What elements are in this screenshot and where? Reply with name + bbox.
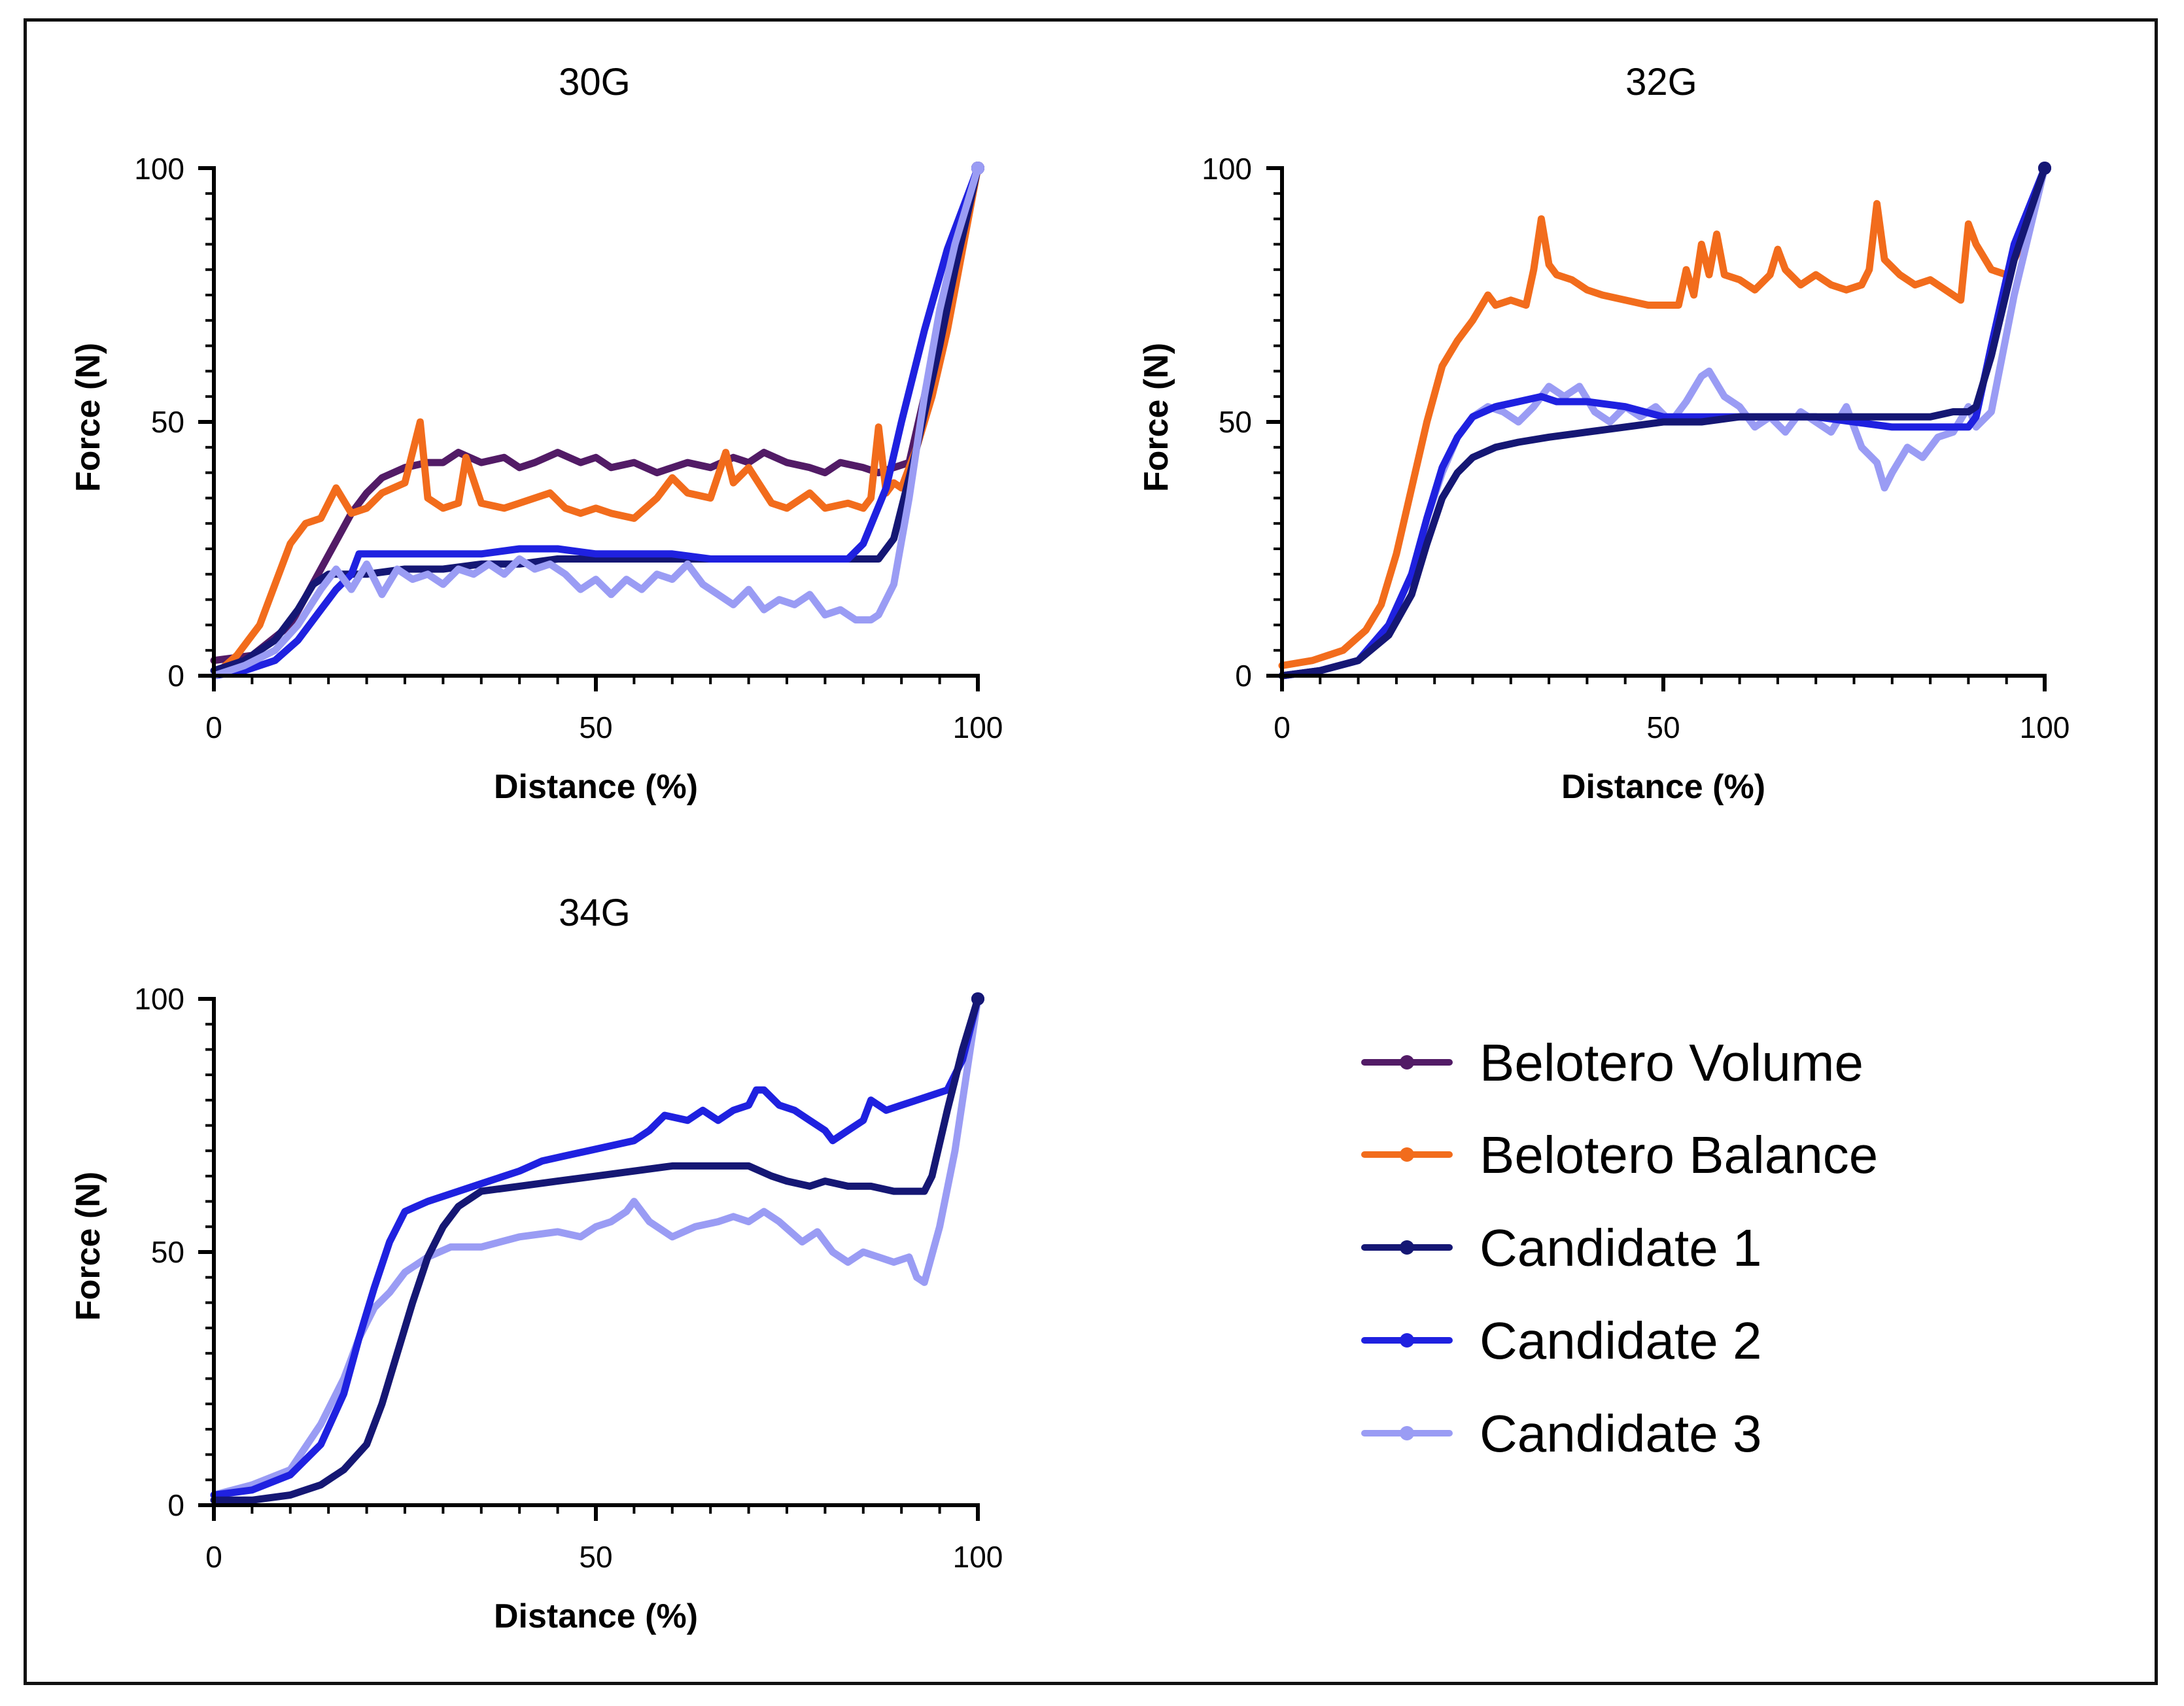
panel-title: 32G (1625, 61, 1697, 103)
series-endpoint-candidate-1 (971, 992, 984, 1005)
x-tick-label-100: 100 (2020, 710, 2070, 744)
series-line-candidate-2 (210, 164, 982, 680)
series-line-belotero-balance (210, 164, 982, 680)
legend-item: Belotero Balance (1361, 1126, 1878, 1184)
x-tick-label-0: 0 (205, 710, 222, 744)
panel-title: 34G (559, 892, 631, 934)
axes-layer (198, 997, 980, 1521)
x-tick-label-50: 50 (1646, 710, 1680, 744)
x-axis-label: Distance (%) (1561, 768, 1765, 806)
legend-label: Candidate 1 (1480, 1219, 1761, 1277)
series-endpoint-candidate-1 (2038, 162, 2051, 175)
y-tick-label-100: 100 (134, 982, 184, 1016)
legend-marker (1400, 1333, 1414, 1348)
y-tick-label-50: 50 (151, 405, 184, 439)
series-endpoint-candidate-3 (971, 162, 984, 175)
series-layer (210, 162, 984, 680)
axes-layer (198, 166, 980, 691)
legend-label: Belotero Volume (1480, 1034, 1863, 1092)
x-tick-label-50: 50 (579, 1540, 612, 1574)
x-axis-label: Distance (%) (494, 768, 698, 806)
series-line-candidate-2 (1278, 164, 2049, 680)
x-axis-label: Distance (%) (494, 1597, 698, 1635)
legend-label: Candidate 2 (1480, 1312, 1761, 1370)
panel-30g: 30G 100 50 0 0 50 100 Distance (%) Force… (69, 61, 1003, 806)
series-layer (210, 992, 984, 1504)
y-tick-label-100: 100 (1202, 152, 1252, 186)
series-line-candidate-2 (210, 995, 982, 1499)
legend-item: Candidate 1 (1361, 1219, 1761, 1277)
series-line-candidate-1 (1278, 164, 2049, 680)
series-line-belotero-volume (210, 164, 982, 665)
series-line-candidate-3 (210, 164, 982, 680)
legend-item: Belotero Volume (1361, 1034, 1863, 1092)
series-line-candidate-3 (210, 995, 982, 1499)
axes-layer (1266, 166, 2047, 691)
legend-item: Candidate 3 (1361, 1404, 1761, 1463)
y-axis-label: Force (N) (69, 343, 107, 492)
y-axis-label: Force (N) (1137, 343, 1175, 492)
y-tick-label-50: 50 (151, 1235, 184, 1269)
y-tick-label-50: 50 (1219, 405, 1252, 439)
legend: Belotero Volume Belotero Balance Candida… (1361, 1034, 1878, 1463)
legend-marker (1400, 1426, 1414, 1440)
panel-32g: 32G 100 50 0 0 50 100 Distance (%) Force… (1137, 61, 2070, 806)
y-tick-label-0: 0 (167, 1488, 184, 1522)
legend-item: Candidate 2 (1361, 1312, 1761, 1370)
x-tick-label-100: 100 (953, 710, 1003, 744)
series-line-candidate-1 (210, 995, 982, 1504)
series-line-candidate-1 (210, 164, 982, 674)
y-tick-label-100: 100 (134, 152, 184, 186)
legend-label: Candidate 3 (1480, 1404, 1761, 1463)
panel-title: 30G (559, 61, 631, 103)
legend-label: Belotero Balance (1480, 1126, 1878, 1184)
series-layer (1278, 162, 2051, 680)
legend-marker (1400, 1055, 1414, 1070)
y-tick-label-0: 0 (167, 659, 184, 693)
x-tick-label-100: 100 (953, 1540, 1003, 1574)
panel-34g: 34G 100 50 0 0 50 100 Distance (%) Force… (69, 892, 1003, 1635)
x-tick-label-50: 50 (579, 710, 612, 744)
y-tick-label-0: 0 (1235, 659, 1252, 693)
legend-marker (1400, 1240, 1414, 1255)
series-line-belotero-balance (1278, 164, 2049, 669)
x-tick-label-0: 0 (205, 1540, 222, 1574)
legend-marker (1400, 1147, 1414, 1162)
x-tick-label-0: 0 (1274, 710, 1291, 744)
y-axis-label: Force (N) (69, 1172, 107, 1321)
